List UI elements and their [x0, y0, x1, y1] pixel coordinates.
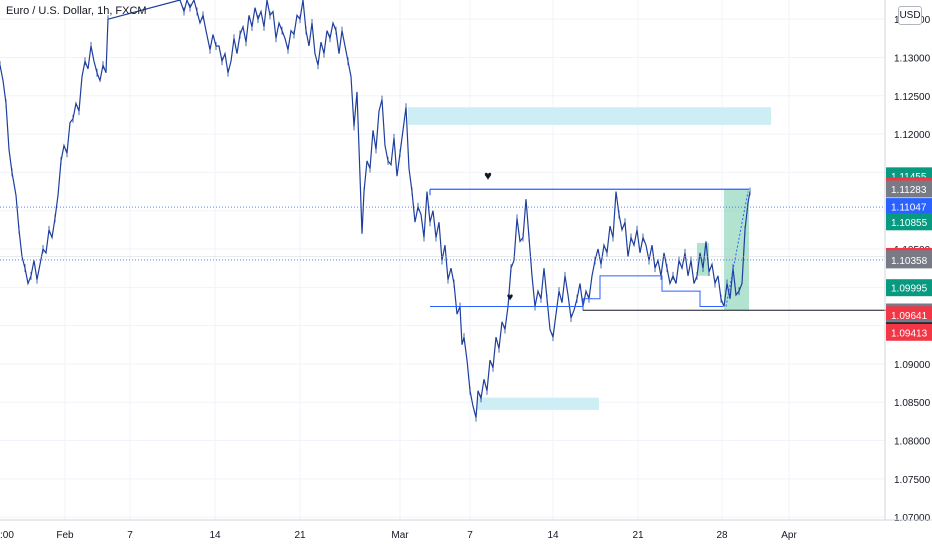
x-tick-label: 7 [127, 530, 133, 541]
price-label: 1.11047 [891, 203, 927, 214]
heart-icon: ♥ [507, 291, 514, 303]
x-tick-label: Feb [56, 530, 74, 541]
projection-line [725, 191, 749, 307]
demand-zone [477, 397, 599, 410]
time-axis: :00 Feb 7 14 21 Mar 7 14 21 28 Apr [0, 519, 932, 541]
x-tick-label: 14 [547, 530, 559, 541]
price-label-bg [886, 180, 932, 198]
y-tick-label: 1.07000 [894, 513, 931, 524]
price-label-bg [886, 251, 932, 269]
x-tick-label: 21 [294, 530, 306, 541]
y-tick-label: 1.07500 [894, 475, 931, 486]
supply-zone [408, 107, 771, 125]
price-labels: 1.114551.113251.112831.1104732:061.10855… [886, 167, 932, 341]
price-label-bg [886, 306, 932, 324]
zones [408, 107, 771, 410]
price-label: 1.10358 [891, 256, 928, 267]
currency-button[interactable]: USD [898, 6, 922, 25]
small-box [697, 242, 709, 276]
y-tick-label: 1.09000 [894, 360, 931, 371]
step-line [430, 275, 723, 307]
x-tick-label: Apr [781, 530, 797, 541]
y-tick-label: 1.12500 [894, 92, 931, 103]
x-tick-label: Mar [391, 530, 409, 541]
y-tick-label: 1.12000 [894, 130, 931, 141]
x-tick-label: 28 [716, 530, 728, 541]
price-label: 1.09413 [891, 328, 928, 339]
x-tick-label: :00 [0, 530, 14, 541]
price-label: 1.11283 [891, 185, 927, 196]
heart-icon: ♥ [484, 168, 492, 183]
x-tick-label: 14 [209, 530, 221, 541]
x-tick-label: 21 [632, 530, 644, 541]
price-series [0, 0, 751, 422]
price-label: 1.10855 [891, 218, 928, 229]
symbol-title: Euro / U.S. Dollar, 1h, FXCM [6, 5, 147, 17]
y-tick-label: 1.08000 [894, 437, 931, 448]
y-tick-label: 1.08500 [894, 398, 931, 409]
price-label: 1.09641 [891, 311, 928, 322]
y-tick-label: 1.13000 [894, 53, 931, 64]
price-label-bg [886, 213, 932, 231]
price-label: 1.09995 [891, 284, 928, 295]
price-label-bg [886, 279, 932, 297]
annotations: ♥♥ [0, 168, 932, 311]
x-tick-label: 7 [467, 530, 473, 541]
price-label-bg [886, 323, 932, 341]
